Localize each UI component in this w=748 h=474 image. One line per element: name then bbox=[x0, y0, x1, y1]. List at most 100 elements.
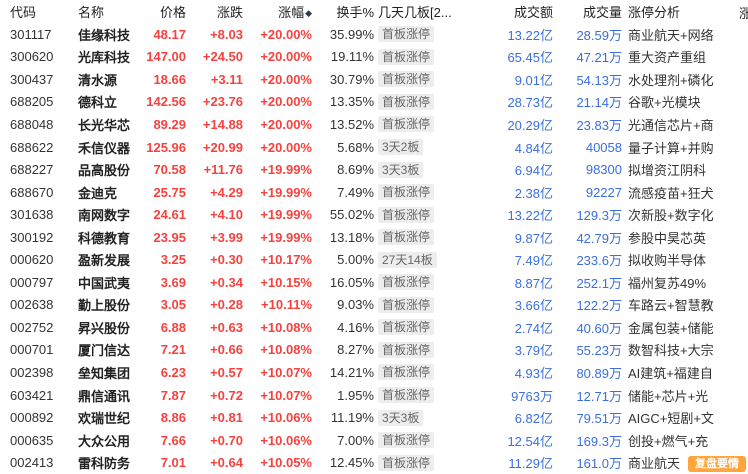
table-row[interactable]: 002398 垒知集团 6.23 +0.57 +10.07% 14.21% 首板… bbox=[0, 361, 748, 384]
table-row[interactable]: 000620 盈新发展 3.25 +0.30 +10.17% 5.00% 27天… bbox=[0, 248, 748, 271]
table-row[interactable]: 002752 昇兴股份 6.88 +0.63 +10.08% 4.16% 首板涨… bbox=[0, 316, 748, 339]
table-row[interactable]: 688205 德科立 142.56 +23.76 +20.00% 13.35% … bbox=[0, 91, 748, 114]
limit-up-analysis-cell[interactable]: 水处理剂+磷化 bbox=[628, 72, 714, 88]
table-row[interactable]: 000701 厦门信达 7.21 +0.66 +10.08% 8.27% 首板涨… bbox=[0, 339, 748, 362]
table-row[interactable]: 300437 清水源 18.66 +3.11 +20.00% 30.79% 首板… bbox=[0, 68, 748, 91]
header-name[interactable]: 名称 bbox=[78, 5, 105, 20]
header-code[interactable]: 代码 bbox=[10, 5, 37, 20]
table-row[interactable]: 000892 欢瑞世纪 8.86 +0.81 +10.06% 11.19% 3天… bbox=[0, 406, 748, 429]
turnover-cell: 5.00% bbox=[337, 252, 374, 268]
stock-name[interactable]: 清水源 bbox=[78, 72, 118, 88]
volume-cell: 98300 bbox=[585, 162, 622, 178]
stock-name[interactable]: 长光华芯 bbox=[78, 117, 131, 133]
change-cell: +3.11 bbox=[210, 71, 243, 87]
table-row[interactable]: 002413 雷科防务 7.01 +0.64 +10.05% 12.45% 首板… bbox=[0, 451, 748, 474]
table-row[interactable]: 688048 长光华芯 89.29 +14.88 +20.00% 13.52% … bbox=[0, 113, 748, 136]
boards-badge: 首板涨停 bbox=[378, 93, 435, 110]
stock-name[interactable]: 雷科防务 bbox=[78, 456, 131, 472]
stock-name[interactable]: 垒知集团 bbox=[78, 365, 131, 381]
stock-name[interactable]: 南网数字 bbox=[78, 208, 131, 224]
header-pct[interactable]: 涨幅◆ bbox=[243, 2, 312, 21]
limit-up-analysis-cell[interactable]: 储能+芯片+光 bbox=[628, 388, 709, 404]
price-cell: 25.75 bbox=[153, 184, 186, 200]
limit-up-analysis-cell[interactable]: 流感疫苗+狂犬 bbox=[628, 185, 714, 201]
limit-up-analysis-cell[interactable]: 商业航天+网络 bbox=[628, 27, 714, 43]
limit-up-analysis-cell[interactable]: 车路云+智慧教 bbox=[628, 298, 714, 314]
stock-name[interactable]: 金迪克 bbox=[78, 185, 118, 201]
header-volume[interactable]: 成交量 bbox=[582, 5, 622, 20]
turnover-cell: 16.05% bbox=[329, 274, 374, 290]
boards-cell: 首板涨停 bbox=[374, 26, 478, 43]
table-row[interactable]: 301638 南网数字 24.61 +4.10 +19.99% 55.02% 首… bbox=[0, 203, 748, 226]
table-row[interactable]: 688622 禾信仪器 125.96 +20.99 +20.00% 5.68% … bbox=[0, 136, 748, 159]
stock-code: 688622 bbox=[10, 139, 54, 155]
boards-cell: 首板涨停 bbox=[374, 229, 478, 246]
stock-name[interactable]: 佳缘科技 bbox=[78, 27, 131, 43]
stock-name[interactable]: 厦门信达 bbox=[78, 343, 131, 359]
stock-name[interactable]: 中国武夷 bbox=[78, 275, 131, 291]
stock-code: 301117 bbox=[10, 26, 52, 42]
header-boards[interactable]: 几天几板[2... bbox=[378, 5, 452, 20]
limit-up-analysis-cell[interactable]: 福州复苏49% bbox=[628, 275, 707, 291]
table-row[interactable]: 000635 大众公用 7.66 +0.70 +10.06% 7.00% 首板涨… bbox=[0, 429, 748, 452]
turnover-cell: 4.16% bbox=[337, 319, 374, 335]
boards-badge: 首板涨停 bbox=[378, 274, 435, 291]
limit-up-analysis-cell[interactable]: 商业航天 bbox=[628, 456, 681, 472]
stock-name[interactable]: 大众公用 bbox=[78, 433, 131, 449]
stock-name[interactable]: 禾信仪器 bbox=[78, 140, 131, 156]
header-change[interactable]: 涨跌 bbox=[216, 5, 243, 20]
limit-up-analysis-cell[interactable]: 创投+燃气+充 bbox=[628, 433, 709, 449]
price-cell: 6.23 bbox=[160, 364, 186, 380]
header-price[interactable]: 价格 bbox=[159, 5, 186, 20]
limit-up-analysis-cell[interactable]: 参股中昊芯英 bbox=[628, 230, 707, 246]
table-row[interactable]: 000797 中国武夷 3.69 +0.34 +10.15% 16.05% 首板… bbox=[0, 271, 748, 294]
stock-name[interactable]: 欢瑞世纪 bbox=[78, 411, 131, 427]
amount-cell: 3.66亿 bbox=[514, 298, 553, 314]
limit-up-analysis-cell[interactable]: 次新股+数字化 bbox=[628, 208, 714, 224]
pct-cell: +19.99% bbox=[260, 162, 312, 178]
table-row[interactable]: 603421 鼎信通讯 7.87 +0.72 +10.07% 1.95% 首板涨… bbox=[0, 384, 748, 407]
table-row[interactable]: 002638 勤上股份 3.05 +0.28 +10.11% 9.03% 首板涨… bbox=[0, 294, 748, 317]
boards-badge: 首板涨停 bbox=[378, 184, 435, 201]
volume-cell: 40058 bbox=[585, 139, 622, 155]
limit-up-analysis-cell[interactable]: 拟增资江阴科 bbox=[628, 163, 707, 179]
stock-name[interactable]: 科德教育 bbox=[78, 230, 131, 246]
table-row[interactable]: 300620 光库科技 147.00 +24.50 +20.00% 19.11%… bbox=[0, 46, 748, 69]
limit-up-analysis-cell[interactable]: AIGC+短剧+文 bbox=[628, 411, 714, 427]
stock-name[interactable]: 勤上股份 bbox=[78, 298, 131, 314]
turnover-cell: 11.19% bbox=[330, 410, 374, 426]
limit-up-analysis-cell[interactable]: 量子计算+并购 bbox=[628, 140, 714, 156]
price-cell: 70.58 bbox=[153, 162, 186, 178]
table-row[interactable]: 301117 佳缘科技 48.17 +8.03 +20.00% 35.99% 首… bbox=[0, 23, 748, 46]
stock-name[interactable]: 德科立 bbox=[78, 95, 118, 111]
limit-up-analysis-cell[interactable]: 光通信芯片+商 bbox=[628, 117, 714, 133]
stock-name[interactable]: 鼎信通讯 bbox=[78, 388, 131, 404]
volume-cell: 233.6万 bbox=[576, 253, 622, 269]
turnover-cell: 35.99% bbox=[329, 26, 374, 42]
volume-cell: 23.83万 bbox=[576, 117, 622, 133]
pct-cell: +10.11% bbox=[261, 297, 312, 313]
limit-up-analysis-cell[interactable]: 拟收购半导体 bbox=[628, 253, 707, 269]
stock-code: 000620 bbox=[10, 252, 54, 268]
amount-cell: 6.82亿 bbox=[514, 411, 553, 427]
boards-badge: 首板涨停 bbox=[378, 319, 435, 336]
header-turnover[interactable]: 换手% bbox=[336, 5, 374, 20]
header-amount[interactable]: 成交额 bbox=[513, 5, 553, 20]
limit-up-analysis-cell[interactable]: 金属包装+储能 bbox=[628, 320, 714, 336]
pct-cell: +10.06% bbox=[260, 432, 312, 448]
limit-up-analysis-cell[interactable]: 数智科技+大宗 bbox=[628, 343, 714, 359]
header-analysis[interactable]: 涨停分析 bbox=[628, 5, 681, 20]
limit-up-analysis-cell[interactable]: AI建筑+福建自 bbox=[628, 365, 713, 381]
stock-name[interactable]: 昇兴股份 bbox=[78, 320, 131, 336]
table-row[interactable]: 300192 科德教育 23.95 +3.99 +19.99% 13.18% 首… bbox=[0, 226, 748, 249]
limit-up-analysis-cell[interactable]: 重大资产重组 bbox=[628, 50, 707, 66]
table-row[interactable]: 688670 金迪克 25.75 +4.29 +19.99% 7.49% 首板涨… bbox=[0, 181, 748, 204]
boards-badge: 首板涨停 bbox=[378, 296, 435, 313]
stock-name[interactable]: 光库科技 bbox=[78, 50, 131, 66]
amount-cell: 9763万 bbox=[511, 388, 553, 404]
pct-cell: +10.05% bbox=[260, 455, 312, 471]
stock-name[interactable]: 品高股份 bbox=[78, 163, 131, 179]
table-row[interactable]: 688227 品高股份 70.58 +11.76 +19.99% 8.69% 3… bbox=[0, 158, 748, 181]
stock-name[interactable]: 盈新发展 bbox=[78, 253, 131, 269]
limit-up-analysis-cell[interactable]: 谷歌+光模块 bbox=[628, 95, 701, 111]
